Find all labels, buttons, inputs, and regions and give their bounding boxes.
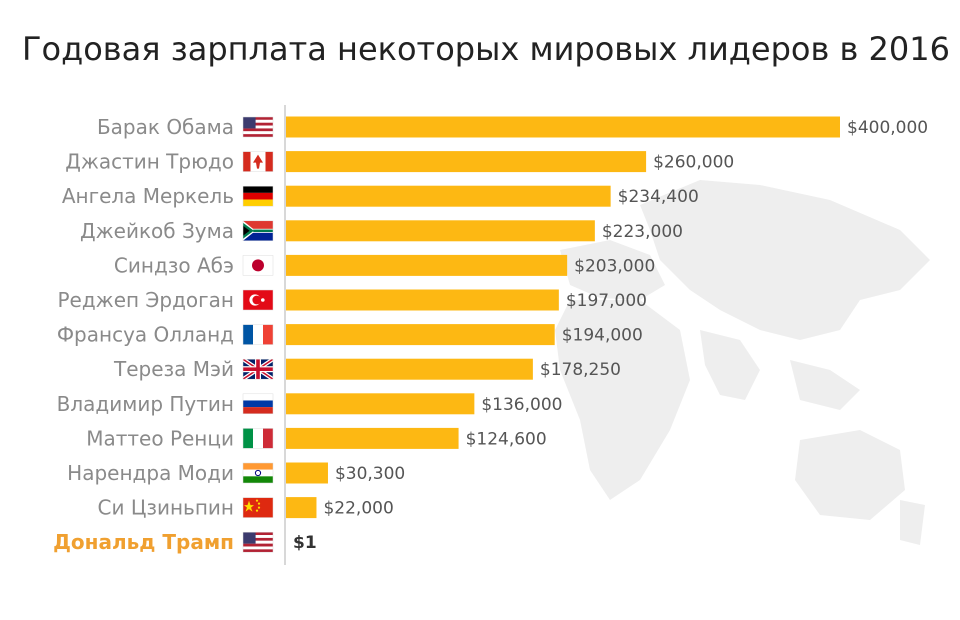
value-label: $400,000 <box>847 118 928 138</box>
category-label: Барак Обама <box>97 115 234 139</box>
us-flag-icon <box>242 116 274 138</box>
jp-flag-icon <box>242 255 274 276</box>
category-label: Франсуа Олланд <box>57 323 234 347</box>
category-label: Тереза Мэй <box>113 357 234 381</box>
value-label: $1 <box>293 533 317 553</box>
bar <box>286 220 595 242</box>
value-label: $194,000 <box>562 326 643 346</box>
bar <box>286 324 555 346</box>
gb-flag-icon <box>242 358 274 380</box>
category-label: Джастин Трюдо <box>65 150 234 174</box>
bar-row: Реджеп Эрдоган $197,000 <box>57 288 646 312</box>
cn-flag-icon <box>242 497 274 518</box>
bar <box>286 497 317 519</box>
de-flag-icon <box>242 185 274 207</box>
in-flag-icon <box>242 462 274 484</box>
bar-row: Нарендра Моди $30,300 <box>67 461 405 485</box>
bar <box>286 151 647 173</box>
bar-row: Маттео Ренци $124,600 <box>86 426 546 450</box>
bar-row: Тереза Мэй $178,250 <box>113 357 621 381</box>
category-label: Нарендра Моди <box>67 461 234 485</box>
category-label: Джейкоб Зума <box>80 219 234 243</box>
bar-row: Си Цзиньпин $22,000 <box>98 496 394 520</box>
category-label: Синдзо Абэ <box>114 253 234 277</box>
za-flag-icon <box>242 220 274 242</box>
bar <box>286 462 328 484</box>
value-label: $203,000 <box>574 256 655 276</box>
bar-row: Франсуа Олланд $194,000 <box>57 323 643 347</box>
category-label: Маттео Ренци <box>86 426 234 450</box>
ru-flag-icon <box>242 393 274 415</box>
category-label: Ангела Меркель <box>62 184 234 208</box>
value-label: $223,000 <box>602 222 683 242</box>
value-label: $234,400 <box>618 187 699 207</box>
bar-row: Джастин Трюдо $260,000 <box>65 150 734 174</box>
bar <box>286 393 475 415</box>
category-label: Си Цзиньпин <box>98 496 235 520</box>
category-label: Реджеп Эрдоган <box>57 288 234 312</box>
value-label: $136,000 <box>481 395 562 415</box>
ca-flag-icon <box>242 151 274 172</box>
bar-row: Джейкоб Зума $223,000 <box>80 219 683 243</box>
it-flag-icon <box>242 428 274 449</box>
category-label: Владимир Путин <box>57 392 234 416</box>
fr-flag-icon <box>242 324 274 345</box>
category-label: Дональд Трамп <box>53 530 234 554</box>
bar-row: Барак Обама $400,000 <box>97 115 928 139</box>
bar <box>286 427 459 449</box>
bar <box>286 358 533 380</box>
tr-flag-icon <box>242 289 274 311</box>
value-label: $124,600 <box>466 429 547 449</box>
bar <box>286 289 559 311</box>
value-label: $197,000 <box>566 291 647 311</box>
value-label: $260,000 <box>653 153 734 173</box>
bar-row: Ангела Меркель $234,400 <box>62 184 699 208</box>
bar <box>286 185 611 207</box>
value-label: $22,000 <box>323 499 393 519</box>
value-label: $178,250 <box>540 360 621 380</box>
bar <box>286 116 840 138</box>
bar-row: Владимир Путин $136,000 <box>57 392 563 416</box>
us-flag-icon <box>242 531 274 553</box>
chart-title: Годовая зарплата некоторых мировых лидер… <box>22 30 950 68</box>
bar-row: Дональд Трамп $1 <box>53 530 317 554</box>
bar-row: Синдзо Абэ $203,000 <box>114 253 655 277</box>
bar <box>286 254 568 276</box>
value-label: $30,300 <box>335 464 405 484</box>
